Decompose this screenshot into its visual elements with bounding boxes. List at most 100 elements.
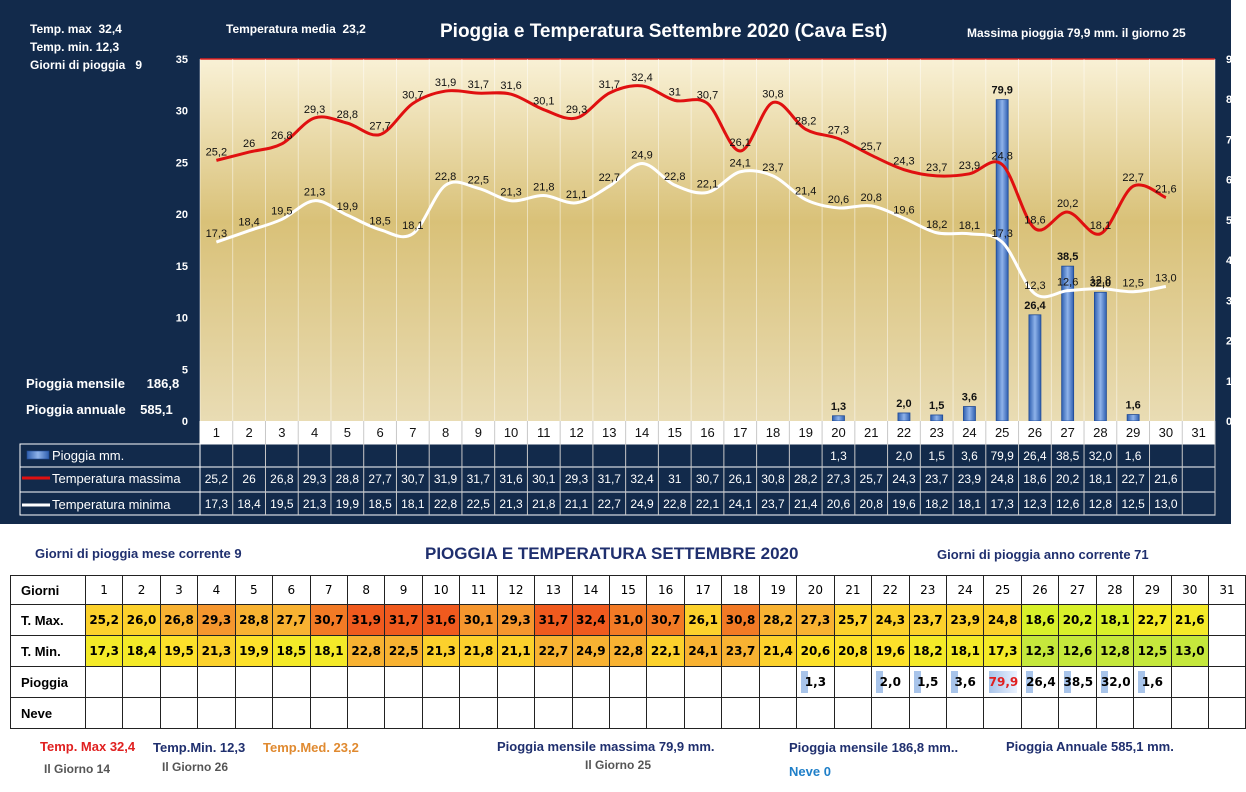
- tmin-data-label: 22,7: [599, 172, 620, 184]
- tmin-cell: 18,5: [272, 635, 311, 667]
- tmax-cell: 18,1: [1095, 604, 1135, 636]
- rain-value: 2,0: [876, 671, 905, 693]
- footer-tmin-day: Il Giorno 26: [162, 760, 229, 774]
- snow-cell: [871, 697, 910, 729]
- legend-value: 12,3: [1023, 497, 1047, 511]
- chart-svg: 1,3 2,0 1,53,679,926,438,532,01,625,22626,…: [19, 54, 1231, 516]
- footer-monthly: Pioggia mensile 186,8 mm..: [789, 740, 959, 755]
- y-left-tick-label: 10: [176, 313, 188, 325]
- y-left-tick-label: 30: [176, 106, 188, 118]
- snow-cell: [1208, 697, 1246, 729]
- days-cell: 23: [908, 575, 947, 605]
- tmin-cell: 18,1: [945, 635, 985, 667]
- footer-max-monthly: Pioggia mensile massima 79,9 mm.: [497, 739, 715, 754]
- legend-value: 17,3: [205, 497, 229, 511]
- tmax-data-label: 26: [243, 138, 255, 150]
- tmin-cell: 12,6: [1058, 635, 1097, 667]
- legend-value: 30,7: [696, 472, 720, 486]
- snow-cell: [159, 697, 199, 729]
- x-tick-label: 21: [864, 425, 878, 440]
- tmin-data-label: 20,8: [860, 192, 881, 204]
- days-cell: 19: [758, 575, 798, 605]
- legend-value: 22,1: [696, 497, 720, 511]
- legend-value: 31,7: [598, 472, 622, 486]
- annual-rain-summary: Pioggia annuale 585,1: [26, 402, 173, 417]
- y-right-tick-label: 50: [1226, 215, 1231, 227]
- tmax-data-label: 30,1: [533, 96, 554, 108]
- x-tick-label: 6: [376, 425, 383, 440]
- tmax-cell: 24,8: [983, 604, 1022, 636]
- legend-value: 22,8: [434, 497, 458, 511]
- tmax-cell: 25,7: [833, 604, 873, 636]
- x-tick-label: 9: [475, 425, 482, 440]
- tmin-cell: 21,1: [496, 635, 536, 667]
- legend-value: 19,6: [892, 497, 916, 511]
- y-right-tick-label: 10: [1226, 376, 1231, 388]
- days-cell: 15: [609, 575, 648, 605]
- tmax-cell: 30,7: [309, 604, 348, 636]
- days-cell: 21: [833, 575, 873, 605]
- snow-cell: [609, 697, 648, 729]
- snow-cell: [459, 697, 498, 729]
- tmin-cell: 21,3: [197, 635, 236, 667]
- rain-cell: 1,5: [908, 666, 947, 698]
- rain-value: 32,0: [1100, 671, 1131, 693]
- legend-value: 23,9: [958, 472, 982, 486]
- x-tick-label: 23: [929, 425, 943, 440]
- snow-row: Neve: [10, 697, 1246, 729]
- legend-value: 22,5: [467, 497, 491, 511]
- tmax-cell: 26,0: [122, 604, 161, 636]
- days-cell: 12: [496, 575, 536, 605]
- tmin-summary: Temp. min. 12,3: [30, 40, 120, 54]
- legend-value: 26: [242, 472, 256, 486]
- rain-cell: [758, 666, 798, 698]
- tmin-data-label: 22,8: [664, 171, 685, 183]
- tmax-cell: 28,8: [234, 604, 274, 636]
- y-right-tick-label: 20: [1226, 336, 1231, 348]
- y-left-tick-label: 35: [176, 54, 188, 66]
- tmax-cell: 31,7: [384, 604, 423, 636]
- row-label: T. Min.: [10, 635, 86, 667]
- tmin-data-label: 21,8: [533, 182, 554, 194]
- rain-cell: 32,0: [1095, 666, 1135, 698]
- footer-tmax: Temp. Max 32,4: [40, 739, 136, 754]
- footer-tmax-day: Il Giorno 14: [44, 762, 111, 776]
- x-tick-label: 15: [668, 425, 682, 440]
- legend-value: 20,6: [827, 497, 851, 511]
- legend-rain-label: Pioggia mm.: [52, 448, 124, 463]
- tmax-data-label: 25,7: [860, 141, 881, 153]
- y-right-tick-label: 60: [1226, 175, 1231, 187]
- rain-cell: [609, 666, 648, 698]
- tmin-cell: 21,8: [459, 635, 498, 667]
- rain-days-year: Giorni di pioggia anno corrente 71: [937, 547, 1149, 562]
- tmin-cell: 23,7: [721, 635, 760, 667]
- legend-value: 24,3: [892, 472, 916, 486]
- legend-value: 25,2: [205, 472, 229, 486]
- tmax-cell: 31,0: [609, 604, 648, 636]
- rain-cell: 2,0: [871, 666, 910, 698]
- x-tick-label: 14: [635, 425, 649, 440]
- tmax-data-label: 23,9: [959, 160, 980, 172]
- snow-cell: [1170, 697, 1210, 729]
- snow-cell: [571, 697, 611, 729]
- legend-value: 20,8: [860, 497, 884, 511]
- monthly-rain-summary: Pioggia mensile 186,8: [26, 376, 180, 391]
- rain-cell: [683, 666, 723, 698]
- tmax-data-label: 26,8: [271, 130, 292, 142]
- tmax-cell: 30,7: [646, 604, 685, 636]
- tmax-data-label: 24,8: [991, 150, 1012, 162]
- snow-cell: [1058, 697, 1097, 729]
- rain-data-label: 1,3: [831, 401, 846, 413]
- legend-value: 25,7: [860, 472, 884, 486]
- legend-value: 13,0: [1154, 497, 1178, 511]
- legend-value: 26,1: [729, 472, 753, 486]
- rain-value: 26,4: [1026, 671, 1056, 693]
- tmax-data-label: 28,2: [795, 115, 816, 127]
- tmax-data-label: 24,3: [893, 156, 914, 168]
- tmax-data-label: 18,1: [1090, 220, 1111, 232]
- tmax-cell: 23,9: [945, 604, 985, 636]
- y-left-tick-label: 0: [182, 416, 188, 428]
- snow-cell: [421, 697, 461, 729]
- rain-bar: [995, 99, 1009, 422]
- legend-value: 3,6: [961, 449, 978, 463]
